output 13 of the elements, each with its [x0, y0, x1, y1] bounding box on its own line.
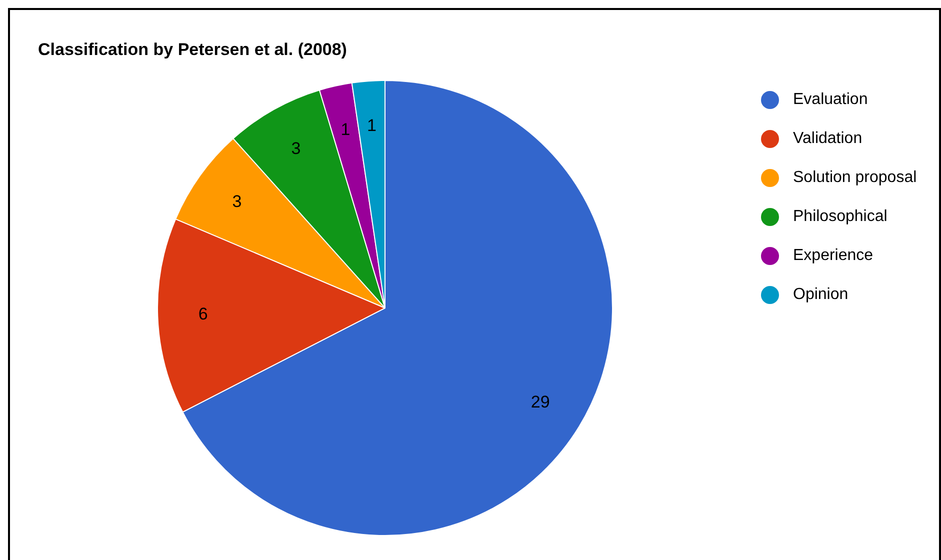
legend-label: Philosophical: [793, 208, 888, 226]
data-label: 29: [530, 392, 550, 412]
chart-title: Classification by Petersen et al. (2008): [38, 40, 347, 60]
legend-label: Solution proposal: [793, 168, 917, 186]
data-label: 3: [232, 192, 242, 211]
legend-label: Validation: [793, 130, 862, 148]
legend-label: Experience: [793, 246, 874, 264]
data-label: 3: [291, 138, 301, 158]
data-label: 1: [340, 120, 350, 140]
data-label: 1: [366, 116, 376, 136]
legend-label: Opinion: [793, 286, 848, 304]
legend-label: Evaluation: [793, 90, 868, 108]
data-label: 6: [198, 304, 208, 324]
